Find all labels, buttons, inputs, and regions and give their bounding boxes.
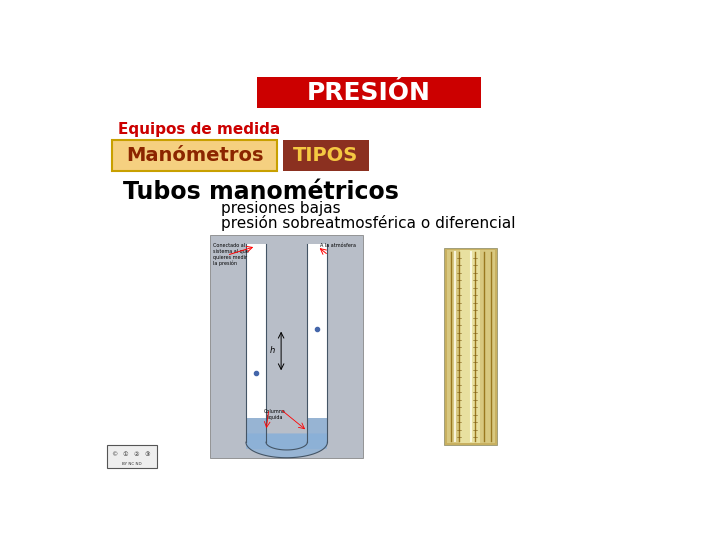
FancyBboxPatch shape bbox=[258, 77, 481, 109]
FancyBboxPatch shape bbox=[210, 235, 364, 458]
Text: presiones bajas: presiones bajas bbox=[221, 201, 341, 216]
Text: A la atmósfera: A la atmósfera bbox=[320, 243, 356, 248]
FancyBboxPatch shape bbox=[246, 373, 266, 440]
Text: Conectado al
sistema al que
quieres medir
la presión: Conectado al sistema al que quieres medi… bbox=[213, 243, 248, 266]
Text: TIPOS: TIPOS bbox=[293, 146, 359, 165]
FancyBboxPatch shape bbox=[107, 446, 157, 468]
FancyBboxPatch shape bbox=[246, 244, 266, 373]
Text: presión sobreatmosférica o diferencial: presión sobreatmosférica o diferencial bbox=[221, 215, 516, 231]
Text: Tubos manométricos: Tubos manométricos bbox=[124, 180, 400, 204]
Text: ③: ③ bbox=[145, 452, 150, 457]
Polygon shape bbox=[246, 433, 328, 458]
Text: PRESIÓN: PRESIÓN bbox=[307, 81, 431, 105]
FancyBboxPatch shape bbox=[460, 249, 480, 443]
FancyBboxPatch shape bbox=[246, 244, 266, 417]
FancyBboxPatch shape bbox=[307, 244, 328, 417]
FancyBboxPatch shape bbox=[307, 329, 328, 440]
FancyBboxPatch shape bbox=[79, 57, 660, 489]
Text: ©: © bbox=[111, 452, 117, 457]
Text: BY NC ND: BY NC ND bbox=[122, 462, 142, 465]
Text: ①: ① bbox=[122, 452, 128, 457]
FancyBboxPatch shape bbox=[282, 140, 369, 171]
FancyBboxPatch shape bbox=[246, 434, 328, 449]
FancyBboxPatch shape bbox=[307, 244, 328, 329]
Text: ②: ② bbox=[133, 452, 139, 457]
Text: Manómetros: Manómetros bbox=[126, 146, 264, 165]
FancyBboxPatch shape bbox=[444, 248, 498, 446]
FancyBboxPatch shape bbox=[447, 249, 495, 443]
FancyBboxPatch shape bbox=[112, 140, 277, 171]
Text: Columna
líquida: Columna líquida bbox=[264, 409, 285, 420]
Text: h: h bbox=[270, 347, 275, 355]
Text: Equipos de medida: Equipos de medida bbox=[118, 122, 280, 137]
